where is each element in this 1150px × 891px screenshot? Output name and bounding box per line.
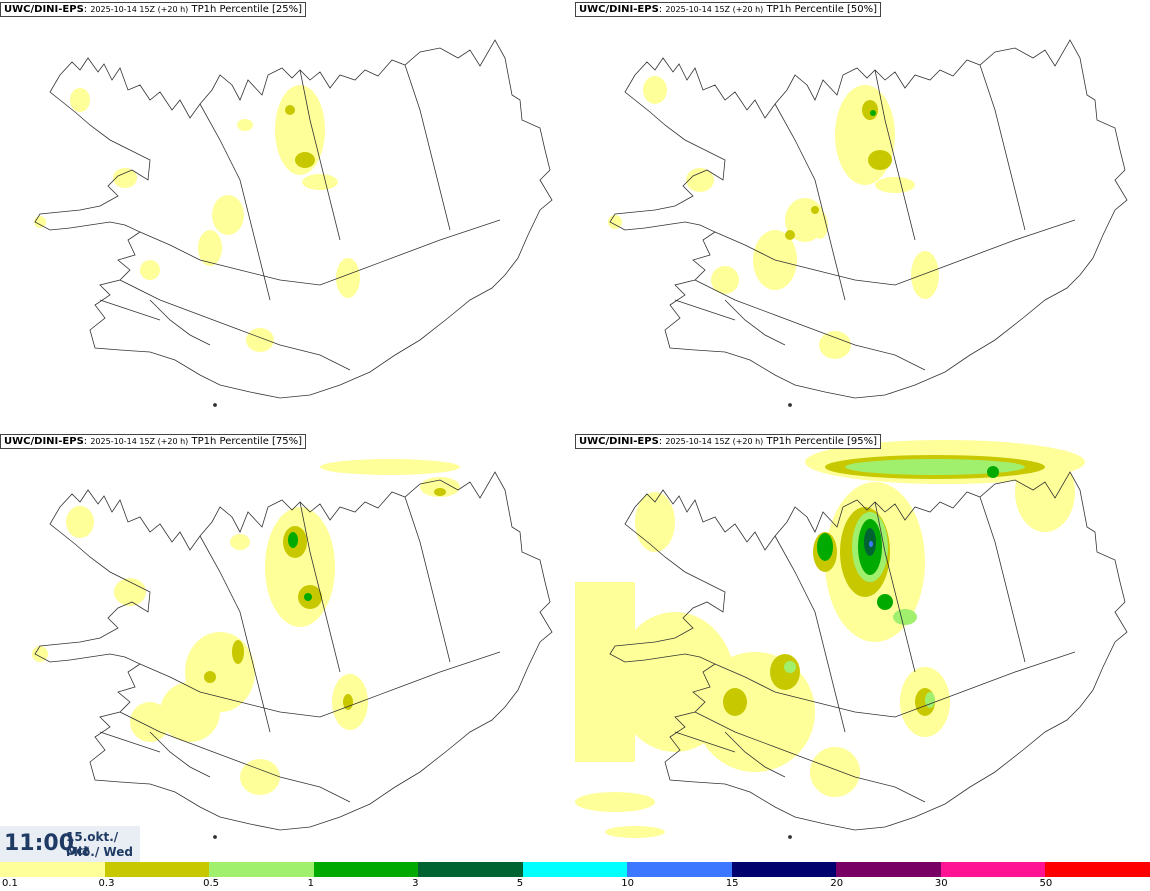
color-legend <box>0 862 1150 877</box>
legend-swatch <box>627 862 732 877</box>
legend-swatch <box>418 862 523 877</box>
legend-swatch <box>940 862 1046 877</box>
color-legend-labels: 0.1 0.3 0.5 1 3 5 10 15 20 30 50 <box>0 877 1150 891</box>
legend-tick-label: 15 <box>725 878 739 889</box>
iceland-map <box>34 39 553 407</box>
map-panel-75: UWC/DINI-EPS: 2025-10-14 15Z (+20 h) TP1… <box>0 432 575 862</box>
legend-swatch <box>313 862 419 877</box>
valid-time: 11:00 <box>4 831 75 856</box>
legend-swatch <box>731 862 837 877</box>
legend-tick-label: 3 <box>412 878 419 889</box>
map-panel-50: UWC/DINI-EPS: 2025-10-14 15Z (+20 h) TP1… <box>575 0 1150 430</box>
valid-time-box: 11:00 15.okt./ Oct Mið./ Wed <box>0 826 140 862</box>
iceland-map <box>575 440 1128 839</box>
panel-title: UWC/DINI-EPS: 2025-10-14 15Z (+20 h) TP1… <box>575 434 882 449</box>
legend-tick-label: 50 <box>1039 878 1053 889</box>
valid-date-line2: Mið./ Wed <box>66 845 133 859</box>
legend-swatch <box>104 862 210 877</box>
legend-swatch <box>209 862 314 877</box>
panel-title: UWC/DINI-EPS: 2025-10-14 15Z (+20 h) TP1… <box>0 2 307 17</box>
map-panel-95: UWC/DINI-EPS: 2025-10-14 15Z (+20 h) TP1… <box>575 432 1150 862</box>
legend-tick-label: 30 <box>934 878 948 889</box>
map-panel-25: UWC/DINI-EPS: 2025-10-14 15Z (+20 h) TP1… <box>0 0 575 430</box>
legend-tick-label: 0.5 <box>203 878 219 889</box>
legend-tick-label: 5 <box>516 878 524 889</box>
legend-tick-label: 0.1 <box>2 878 18 889</box>
legend-swatch <box>522 862 628 877</box>
panel-title: UWC/DINI-EPS: 2025-10-14 15Z (+20 h) TP1… <box>0 434 307 449</box>
iceland-map <box>32 459 553 839</box>
legend-swatch <box>1045 862 1150 877</box>
legend-tick-label: 1 <box>307 878 314 889</box>
iceland-map <box>608 39 1128 407</box>
legend-swatch <box>836 862 941 877</box>
legend-tick-label: 10 <box>621 878 634 889</box>
legend-tick-label: 0.3 <box>98 878 115 889</box>
valid-date-line1: 15.okt./ Oct <box>66 830 119 858</box>
panel-title: UWC/DINI-EPS: 2025-10-14 15Z (+20 h) TP1… <box>575 2 882 17</box>
legend-swatch <box>0 862 105 877</box>
legend-tick-label: 20 <box>830 878 844 889</box>
